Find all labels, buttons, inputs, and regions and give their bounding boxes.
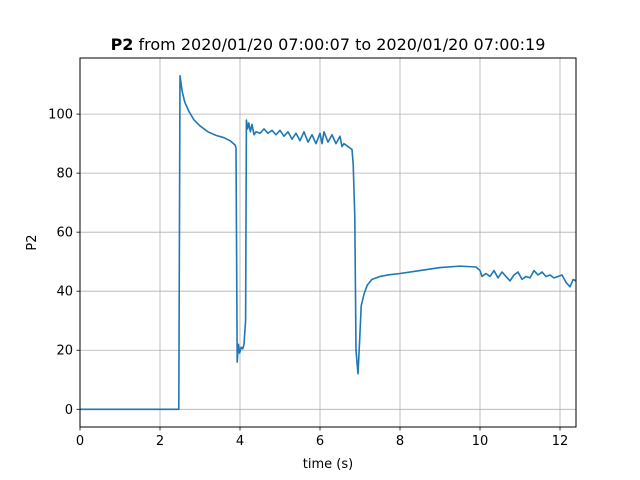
ticks: 0 2 4 6 8 10 12 0 20 40 60 80 100 [48,108,568,449]
x-tick-label: 6 [316,434,324,449]
x-axis-label: time (s) [303,457,353,472]
x-tick-label: 4 [236,434,244,449]
x-tick-label: 8 [396,434,404,449]
y-tick-label: 100 [48,108,73,123]
x-tick-label: 2 [156,434,164,449]
series-line [80,74,576,411]
y-axis-label: P2 [25,234,40,250]
y-tick-label: 40 [56,285,73,300]
x-tick-label: 0 [76,434,84,449]
y-tick-label: 0 [65,403,73,418]
x-tick-label: 12 [552,434,569,449]
chart-title-bold: P2 [111,35,134,54]
grid [79,58,576,427]
plot-area [80,74,576,411]
y-tick-label: 20 [56,344,73,359]
axes-frame [79,57,577,428]
x-tick-label: 10 [472,434,489,449]
chart-title-rest: from 2020/01/20 07:00:07 to 2020/01/20 0… [133,35,545,54]
y-tick-label: 80 [56,167,73,182]
chart-title: P2 from 2020/01/20 07:00:07 to 2020/01/2… [111,35,546,54]
y-tick-label: 60 [56,226,73,241]
